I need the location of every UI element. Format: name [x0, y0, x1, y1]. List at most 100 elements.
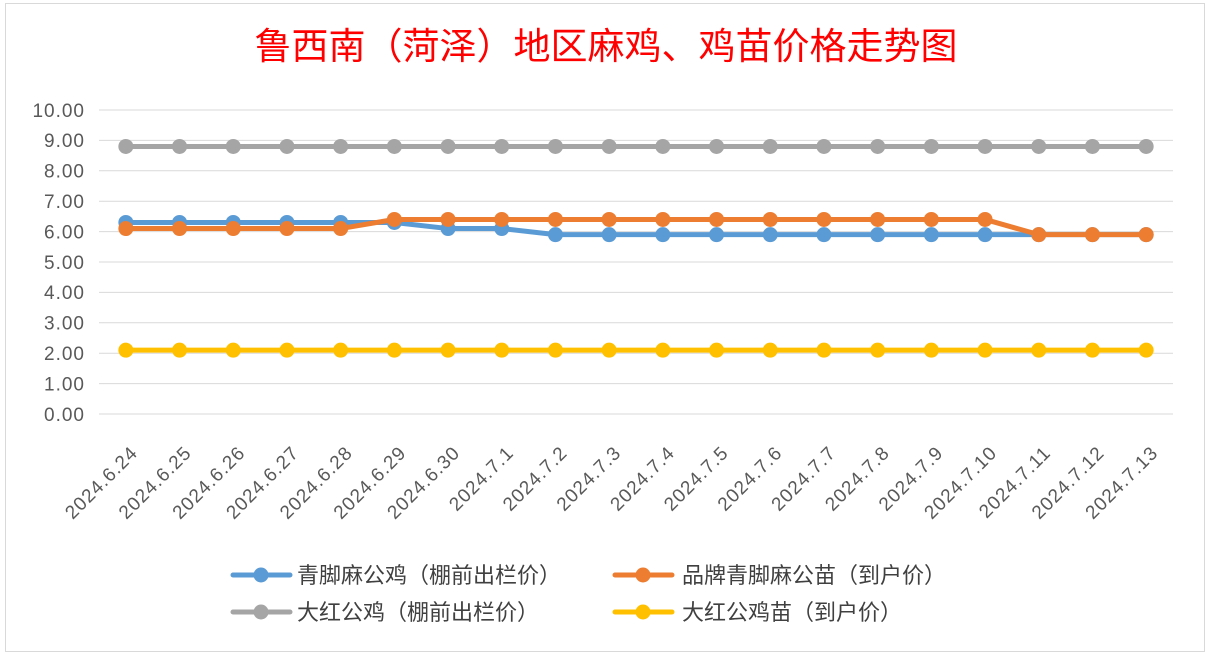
data-point: [923, 342, 939, 358]
data-point: [1084, 138, 1100, 154]
data-point: [547, 342, 563, 358]
legend-label: 大红公鸡（棚前出栏价）: [297, 600, 539, 625]
data-point: [494, 342, 510, 358]
data-point: [333, 138, 349, 154]
y-tick-label: 4.00: [44, 283, 85, 304]
data-point: [1084, 342, 1100, 358]
data-point: [601, 138, 617, 154]
data-point: [762, 227, 778, 243]
data-point: [655, 138, 671, 154]
data-point: [816, 227, 832, 243]
legend-swatch-marker: [635, 604, 651, 620]
data-point: [118, 221, 134, 237]
legend-swatch-marker: [253, 567, 269, 583]
data-point: [440, 342, 456, 358]
y-tick-label: 9.00: [44, 131, 85, 152]
series-1: [118, 211, 1154, 243]
data-point: [709, 138, 725, 154]
data-point: [870, 342, 886, 358]
data-point: [1138, 227, 1154, 243]
data-point: [709, 211, 725, 227]
legend-swatch-marker: [253, 604, 269, 620]
data-point: [977, 342, 993, 358]
legend-label: 青脚麻公鸡（棚前出栏价）: [297, 563, 561, 588]
data-point: [118, 342, 134, 358]
data-point: [225, 221, 241, 237]
data-point: [547, 211, 563, 227]
data-point: [1031, 227, 1047, 243]
data-point: [172, 138, 188, 154]
y-tick-label: 8.00: [44, 162, 85, 183]
data-point: [225, 138, 241, 154]
data-point: [279, 342, 295, 358]
data-point: [172, 342, 188, 358]
series-3: [118, 342, 1154, 358]
data-point: [1084, 227, 1100, 243]
legend: 青脚麻公鸡（棚前出栏价） 品牌青脚麻公苗（到户价） 大红公鸡（棚前出栏价） 大红…: [230, 563, 946, 625]
data-point: [655, 342, 671, 358]
data-point: [440, 138, 456, 154]
data-point: [333, 221, 349, 237]
data-point: [655, 211, 671, 227]
data-point: [494, 138, 510, 154]
data-point: [870, 211, 886, 227]
data-point: [762, 211, 778, 227]
data-point: [601, 211, 617, 227]
legend-swatch-marker: [635, 567, 651, 583]
data-point: [547, 138, 563, 154]
data-point: [977, 211, 993, 227]
legend-item-2: 大红公鸡（棚前出栏价）: [230, 600, 539, 625]
data-point: [977, 138, 993, 154]
data-point: [601, 227, 617, 243]
y-tick-label: 10.00: [32, 101, 85, 122]
y-tick-label: 6.00: [44, 222, 85, 243]
y-tick-label: 0.00: [44, 405, 85, 426]
data-point: [977, 227, 993, 243]
legend-label: 品牌青脚麻公苗（到户价）: [682, 563, 946, 588]
data-point: [1031, 342, 1047, 358]
data-point: [923, 138, 939, 154]
data-point: [655, 227, 671, 243]
data-point: [870, 227, 886, 243]
data-point: [816, 138, 832, 154]
data-point: [386, 138, 402, 154]
y-tick-label: 3.00: [44, 314, 85, 335]
y-axis-tick-labels: 0.00 1.00 2.00 3.00 4.00 5.00 6.00 7.00 8.00 9.00…: [32, 101, 85, 426]
y-tick-label: 7.00: [44, 192, 85, 213]
data-point: [816, 342, 832, 358]
y-tick-label: 5.00: [44, 253, 85, 274]
data-point: [816, 211, 832, 227]
y-tick-label: 2.00: [44, 344, 85, 365]
data-point: [1138, 138, 1154, 154]
chart-frame: [5, 3, 1205, 652]
legend-item-3: 大红公鸡苗（到户价）: [612, 600, 902, 625]
data-point: [440, 211, 456, 227]
data-point: [333, 342, 349, 358]
data-point: [172, 221, 188, 237]
data-point: [601, 342, 617, 358]
legend-item-0: 青脚麻公鸡（棚前出栏价）: [230, 563, 561, 588]
data-point: [118, 138, 134, 154]
chart-title: 鲁西南（菏泽）地区麻鸡、鸡苗价格走势图: [255, 25, 958, 68]
gridlines: [99, 109, 1173, 415]
series-line: [123, 216, 1149, 238]
data-point: [386, 211, 402, 227]
legend-label: 大红公鸡苗（到户价）: [682, 600, 902, 625]
data-point: [762, 138, 778, 154]
data-point: [279, 221, 295, 237]
data-point: [923, 211, 939, 227]
data-point: [709, 342, 725, 358]
data-point: [923, 227, 939, 243]
series-group: [118, 138, 1154, 358]
data-point: [386, 342, 402, 358]
data-point: [225, 342, 241, 358]
data-point: [494, 211, 510, 227]
legend-item-1: 品牌青脚麻公苗（到户价）: [612, 563, 946, 588]
y-tick-label: 1.00: [44, 374, 85, 395]
data-point: [709, 227, 725, 243]
data-point: [1138, 342, 1154, 358]
data-point: [279, 138, 295, 154]
data-point: [762, 342, 778, 358]
